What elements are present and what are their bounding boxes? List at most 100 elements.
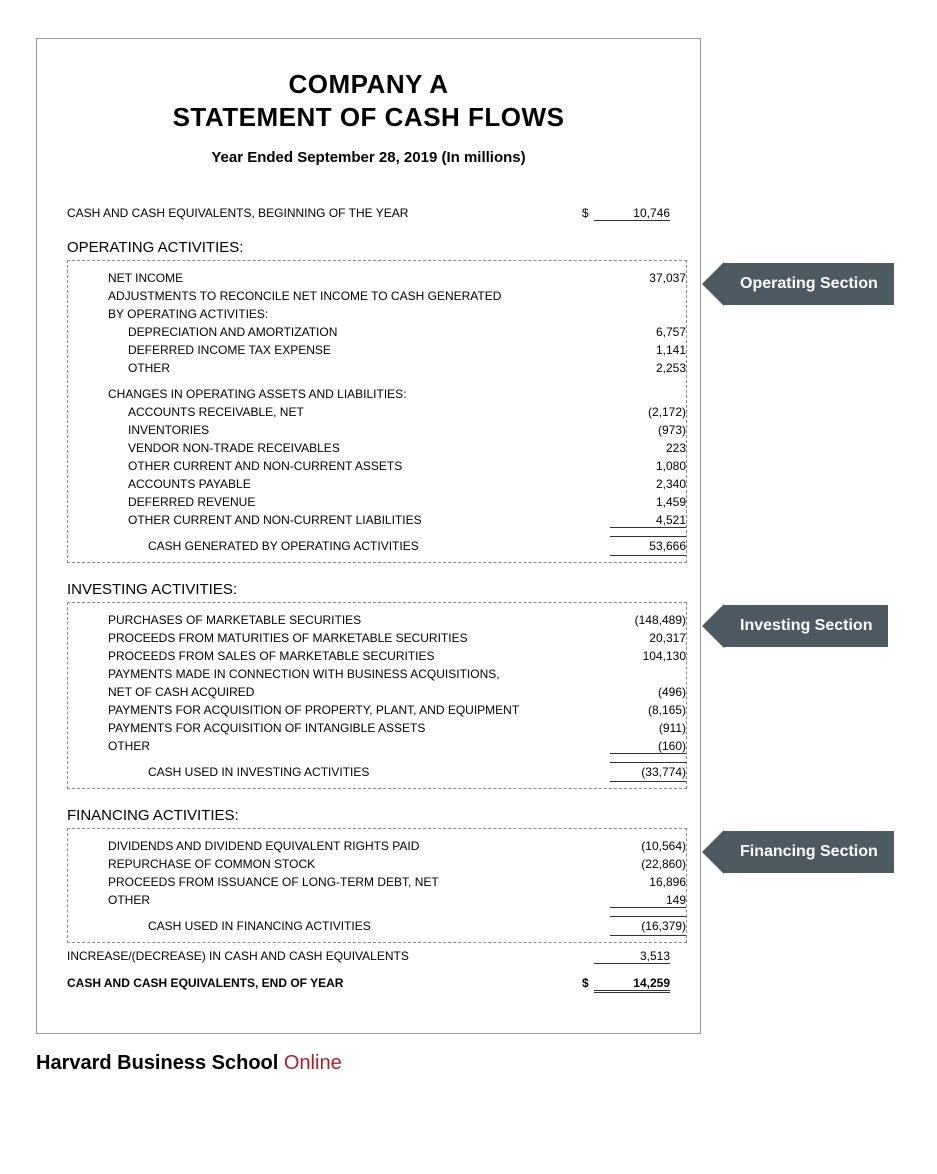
line-value: (8,165) bbox=[610, 703, 686, 717]
line-item: OTHER(160) bbox=[68, 739, 686, 754]
callout-investing: Investing Section bbox=[702, 604, 888, 648]
line-value: 20,317 bbox=[610, 631, 686, 645]
line-value: (22,860) bbox=[610, 857, 686, 871]
line-value: 2,253 bbox=[610, 361, 686, 375]
callout-investing-label: Investing Section bbox=[724, 605, 888, 647]
line-label: PAYMENTS FOR ACQUISITION OF PROPERTY, PL… bbox=[108, 703, 610, 717]
line-item: PROCEEDS FROM SALES OF MARKETABLE SECURI… bbox=[68, 649, 686, 663]
line-value: 1,459 bbox=[610, 495, 686, 509]
line-label: OTHER CURRENT AND NON-CURRENT LIABILITIE… bbox=[128, 513, 610, 527]
investing-total: (33,774) bbox=[610, 762, 686, 782]
callout-operating-label: Operating Section bbox=[724, 263, 894, 305]
investing-total-label: CASH USED IN INVESTING ACTIVITIES bbox=[148, 765, 610, 779]
brand-online: Online bbox=[284, 1052, 342, 1074]
line-item: OTHER2,253 bbox=[68, 361, 686, 375]
adj-label-1: ADJUSTMENTS TO RECONCILE NET INCOME TO C… bbox=[108, 289, 686, 303]
operating-total-label: CASH GENERATED BY OPERATING ACTIVITIES bbox=[148, 539, 610, 553]
investing-section-box: PURCHASES OF MARKETABLE SECURITIES(148,4… bbox=[67, 602, 687, 789]
footer-brand: Harvard Business School Online bbox=[36, 1052, 937, 1075]
line-value: (2,172) bbox=[610, 405, 686, 419]
line-label: PROCEEDS FROM MATURITIES OF MARKETABLE S… bbox=[108, 631, 610, 645]
line-value: (160) bbox=[610, 739, 686, 754]
line-value: (496) bbox=[610, 685, 686, 699]
beginning-label: CASH AND CASH EQUIVALENTS, BEGINNING OF … bbox=[67, 206, 582, 220]
line-item: REPURCHASE OF COMMON STOCK(22,860) bbox=[68, 857, 686, 871]
operating-total: 53,666 bbox=[610, 536, 686, 556]
financing-section-box: DIVIDENDS AND DIVIDEND EQUIVALENT RIGHTS… bbox=[67, 828, 687, 943]
line-label: DEPRECIATION AND AMORTIZATION bbox=[128, 325, 610, 339]
adj-label-2: BY OPERATING ACTIVITIES: bbox=[108, 307, 686, 321]
line-label: INVENTORIES bbox=[128, 423, 610, 437]
ending-value: 14,259 bbox=[594, 976, 670, 993]
line-label: NET OF CASH ACQUIRED bbox=[108, 685, 610, 699]
line-value: (911) bbox=[610, 721, 686, 735]
statement-container: COMPANY A STATEMENT OF CASH FLOWS Year E… bbox=[36, 38, 701, 1034]
callout-arrow-icon bbox=[702, 830, 724, 874]
callout-financing: Financing Section bbox=[702, 830, 894, 874]
callout-arrow-icon bbox=[702, 262, 724, 306]
line-item: ACCOUNTS RECEIVABLE, NET(2,172) bbox=[68, 405, 686, 419]
operating-changes: ACCOUNTS RECEIVABLE, NET(2,172)INVENTORI… bbox=[68, 405, 686, 528]
line-item: DEFERRED INCOME TAX EXPENSE1,141 bbox=[68, 343, 686, 357]
changes-label: CHANGES IN OPERATING ASSETS AND LIABILIT… bbox=[108, 387, 686, 401]
line-value: 16,896 bbox=[610, 875, 686, 889]
ending-label: CASH AND CASH EQUIVALENTS, END OF YEAR bbox=[67, 976, 582, 990]
line-item: PROCEEDS FROM ISSUANCE OF LONG-TERM DEBT… bbox=[68, 875, 686, 889]
line-item: NET OF CASH ACQUIRED(496) bbox=[68, 685, 686, 699]
financing-items: DIVIDENDS AND DIVIDEND EQUIVALENT RIGHTS… bbox=[68, 839, 686, 908]
operating-heading: OPERATING ACTIVITIES: bbox=[67, 239, 670, 256]
increase-label: INCREASE/(DECREASE) IN CASH AND CASH EQU… bbox=[67, 949, 594, 963]
line-value: 149 bbox=[610, 893, 686, 908]
net-income-label: NET INCOME bbox=[108, 271, 610, 285]
line-value: 1,080 bbox=[610, 459, 686, 473]
line-label: OTHER bbox=[128, 361, 610, 375]
line-value: 4,521 bbox=[610, 513, 686, 528]
line-label: ACCOUNTS RECEIVABLE, NET bbox=[128, 405, 610, 419]
line-label: ACCOUNTS PAYABLE bbox=[128, 477, 610, 491]
financing-total-label: CASH USED IN FINANCING ACTIVITIES bbox=[148, 919, 610, 933]
operating-adjustments: DEPRECIATION AND AMORTIZATION6,757DEFERR… bbox=[68, 325, 686, 375]
increase-value: 3,513 bbox=[594, 949, 670, 964]
line-label: PAYMENTS FOR ACQUISITION OF INTANGIBLE A… bbox=[108, 721, 610, 735]
operating-section-box: NET INCOME37,037 ADJUSTMENTS TO RECONCIL… bbox=[67, 260, 687, 563]
line-label: DEFERRED INCOME TAX EXPENSE bbox=[128, 343, 610, 357]
line-value: 6,757 bbox=[610, 325, 686, 339]
callout-financing-label: Financing Section bbox=[724, 831, 894, 873]
line-item: ACCOUNTS PAYABLE2,340 bbox=[68, 477, 686, 491]
line-label: PURCHASES OF MARKETABLE SECURITIES bbox=[108, 613, 610, 627]
line-label: OTHER CURRENT AND NON-CURRENT ASSETS bbox=[128, 459, 610, 473]
line-item: PAYMENTS MADE IN CONNECTION WITH BUSINES… bbox=[68, 667, 686, 681]
line-value: 2,340 bbox=[610, 477, 686, 491]
line-label: OTHER bbox=[108, 893, 610, 907]
line-value: 1,141 bbox=[610, 343, 686, 357]
line-item: PAYMENTS FOR ACQUISITION OF INTANGIBLE A… bbox=[68, 721, 686, 735]
net-income-value: 37,037 bbox=[610, 271, 686, 285]
line-item: OTHER149 bbox=[68, 893, 686, 908]
brand-harvard: Harvard Business School bbox=[36, 1052, 284, 1074]
line-item: VENDOR NON-TRADE RECEIVABLES223 bbox=[68, 441, 686, 455]
line-label: PROCEEDS FROM SALES OF MARKETABLE SECURI… bbox=[108, 649, 610, 663]
line-label: VENDOR NON-TRADE RECEIVABLES bbox=[128, 441, 610, 455]
line-value: 104,130 bbox=[610, 649, 686, 663]
statement-title: STATEMENT OF CASH FLOWS bbox=[67, 102, 670, 133]
line-label: PROCEEDS FROM ISSUANCE OF LONG-TERM DEBT… bbox=[108, 875, 610, 889]
line-item: PAYMENTS FOR ACQUISITION OF PROPERTY, PL… bbox=[68, 703, 686, 717]
beginning-value: 10,746 bbox=[594, 206, 670, 221]
line-item: DEFERRED REVENUE1,459 bbox=[68, 495, 686, 509]
callout-operating: Operating Section bbox=[702, 262, 894, 306]
investing-items: PURCHASES OF MARKETABLE SECURITIES(148,4… bbox=[68, 613, 686, 754]
beginning-cash-row: CASH AND CASH EQUIVALENTS, BEGINNING OF … bbox=[67, 206, 670, 221]
callout-arrow-icon bbox=[702, 604, 724, 648]
financing-total: (16,379) bbox=[610, 916, 686, 936]
line-value: (148,489) bbox=[610, 613, 686, 627]
line-label: PAYMENTS MADE IN CONNECTION WITH BUSINES… bbox=[108, 667, 610, 681]
currency-symbol: $ bbox=[582, 206, 594, 220]
line-value: 223 bbox=[610, 441, 686, 455]
line-item: PURCHASES OF MARKETABLE SECURITIES(148,4… bbox=[68, 613, 686, 627]
line-label: DIVIDENDS AND DIVIDEND EQUIVALENT RIGHTS… bbox=[108, 839, 610, 853]
financing-heading: FINANCING ACTIVITIES: bbox=[67, 807, 670, 824]
line-label: REPURCHASE OF COMMON STOCK bbox=[108, 857, 610, 871]
line-item: PROCEEDS FROM MATURITIES OF MARKETABLE S… bbox=[68, 631, 686, 645]
line-value: (973) bbox=[610, 423, 686, 437]
ending-currency: $ bbox=[582, 976, 594, 990]
